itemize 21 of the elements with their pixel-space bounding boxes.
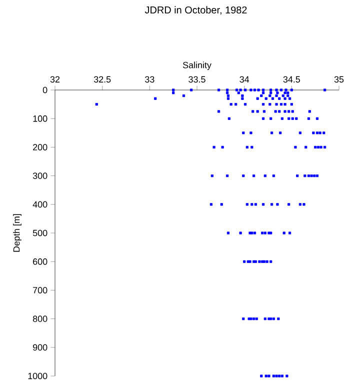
x-tick-label: 35 <box>334 76 344 83</box>
x-tick-label: 34.5 <box>283 76 300 83</box>
y-tick-label: 400 <box>32 201 48 208</box>
y-axis-title: Depth [m] <box>13 214 22 252</box>
x-tick-label: 34 <box>240 76 250 83</box>
x-tick-label: 33.5 <box>188 76 206 83</box>
x-tick-label: 33 <box>145 76 154 83</box>
x-tick-label: 32.5 <box>94 76 111 83</box>
chart-title: JDRD in October, 1982 <box>144 6 247 15</box>
y-tick-label: 0 <box>42 86 48 94</box>
x-tick-label: 32 <box>50 76 60 83</box>
y-tick-label: 600 <box>33 258 48 265</box>
y-tick-label: 1000 <box>28 372 48 380</box>
y-tick-label: 800 <box>32 316 48 322</box>
y-tick-label: 500 <box>32 230 48 236</box>
y-tick-label: 900 <box>33 344 48 351</box>
x-axis-title: Salinity <box>182 62 212 70</box>
y-tick-label: 200 <box>33 144 48 150</box>
y-tick-label: 300 <box>32 172 48 179</box>
y-tick-label: 100 <box>33 115 48 122</box>
y-tick-label: 700 <box>33 287 48 294</box>
